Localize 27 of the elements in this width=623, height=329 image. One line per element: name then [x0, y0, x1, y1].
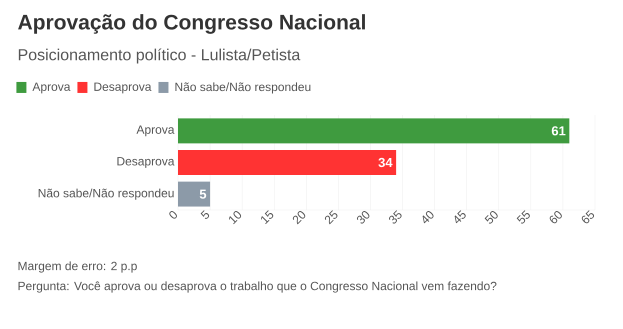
- x-tick-label: 0: [169, 211, 177, 219]
- y-tick-label: Não sabe/Não respondeu: [38, 188, 174, 200]
- x-tick-label: 20: [292, 211, 306, 224]
- chart-subtitle: Posicionamento político - Lulista/Petista: [18, 48, 300, 64]
- x-tick-label: 10: [229, 211, 242, 224]
- legend-label: Aprova: [32, 82, 70, 94]
- x-tick-label: 15: [261, 210, 274, 224]
- y-tick-label: Aprova: [136, 125, 174, 136]
- x-tick-label: 30: [356, 211, 370, 224]
- x-tick-label: 35: [389, 210, 402, 224]
- chart-title: Aprovação do Congresso Nacional: [18, 14, 365, 34]
- data-label: 61: [552, 126, 566, 136]
- text: Margem de erro: 2 p.p: [18, 261, 137, 273]
- x-tick-label: 60: [550, 211, 562, 224]
- data-label: 5: [200, 190, 206, 199]
- x-tick-label: 55: [516, 210, 530, 224]
- x-tick-label: 40: [422, 211, 434, 224]
- y-tick-label: Desaprova: [117, 157, 174, 168]
- x-tick-label: 25: [324, 210, 338, 224]
- legend-label: Desaprova: [94, 82, 152, 94]
- text: Pergunta: Você aprova ou desaprova o trabalho que o Congresso Nacional vem fazendo?: [18, 281, 496, 293]
- x-tick-label: 5: [200, 210, 210, 219]
- legend-label: Não sabe/Não respondeu: [175, 82, 310, 94]
- data-label: 34: [378, 158, 393, 168]
- x-tick-label: 50: [484, 211, 498, 224]
- x-tick-label: 65: [582, 210, 594, 224]
- x-tick-label: 45: [454, 210, 466, 224]
